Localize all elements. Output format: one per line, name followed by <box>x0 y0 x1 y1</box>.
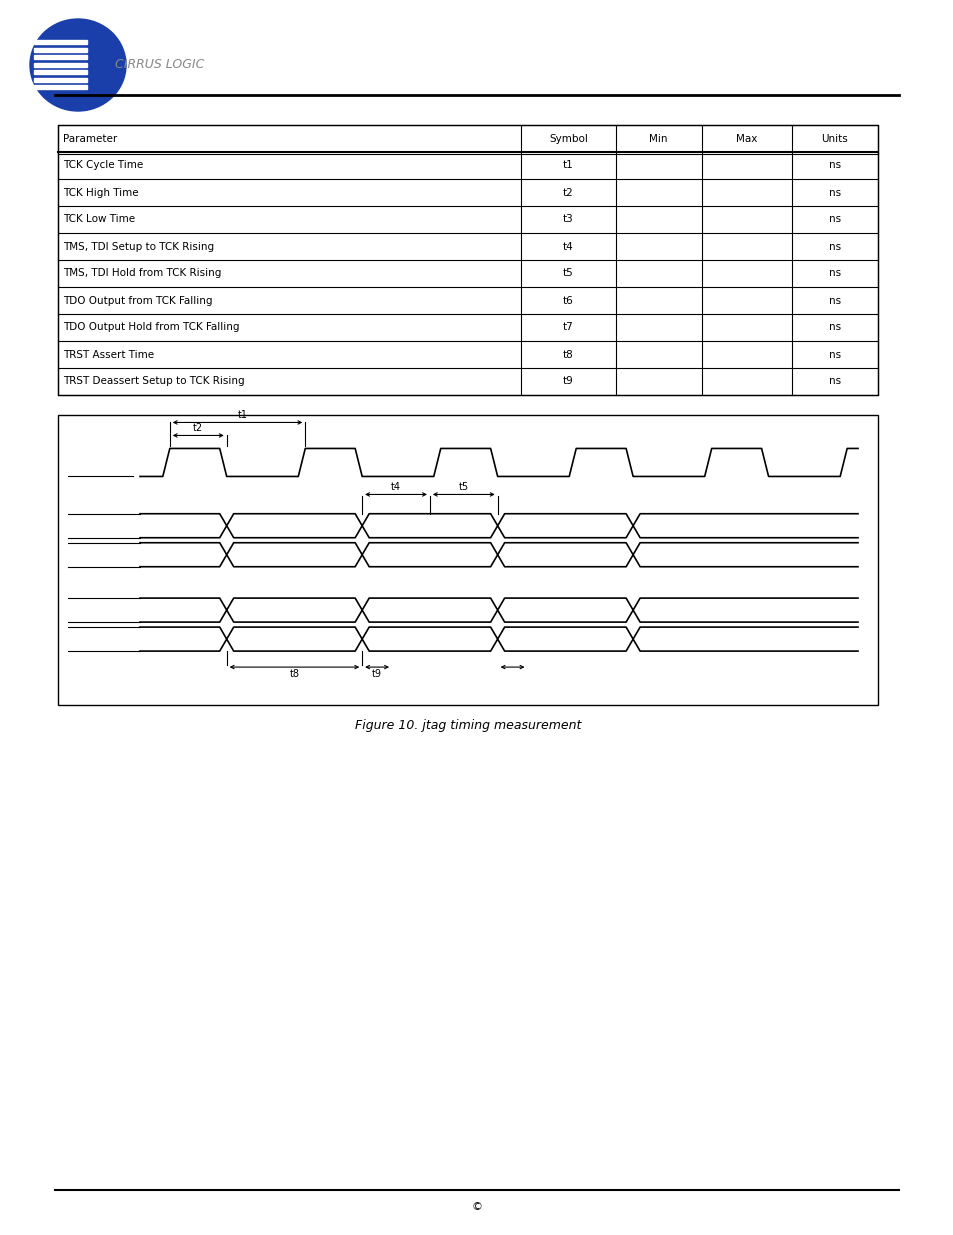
Text: Max: Max <box>736 133 757 143</box>
Text: t5: t5 <box>562 268 573 279</box>
Text: Parameter: Parameter <box>63 133 117 143</box>
Bar <box>34 41 87 44</box>
Text: t8: t8 <box>289 669 299 679</box>
Text: t3: t3 <box>562 215 573 225</box>
Text: Min: Min <box>649 133 667 143</box>
Text: t9: t9 <box>562 377 573 387</box>
Text: TRST Assert Time: TRST Assert Time <box>63 350 154 359</box>
Bar <box>34 70 87 74</box>
Text: ns: ns <box>828 242 841 252</box>
Bar <box>34 78 87 82</box>
Text: t9: t9 <box>372 669 381 679</box>
Text: t7: t7 <box>562 322 573 332</box>
Text: t2: t2 <box>562 188 573 198</box>
Text: ns: ns <box>828 295 841 305</box>
Bar <box>58 415 877 705</box>
Text: Symbol: Symbol <box>548 133 587 143</box>
Text: TDO Output Hold from TCK Falling: TDO Output Hold from TCK Falling <box>63 322 239 332</box>
Text: ns: ns <box>828 322 841 332</box>
Bar <box>58 125 877 395</box>
Text: t1: t1 <box>237 410 247 420</box>
Text: ns: ns <box>828 161 841 170</box>
Text: t5: t5 <box>458 483 468 493</box>
Text: ns: ns <box>828 377 841 387</box>
Text: ns: ns <box>828 350 841 359</box>
Bar <box>34 85 87 89</box>
Text: TMS, TDI Hold from TCK Rising: TMS, TDI Hold from TCK Rising <box>63 268 221 279</box>
Text: ©: © <box>471 1202 482 1212</box>
Text: TRST Deassert Setup to TCK Rising: TRST Deassert Setup to TCK Rising <box>63 377 244 387</box>
Text: TCK High Time: TCK High Time <box>63 188 138 198</box>
Text: TMS, TDI Setup to TCK Rising: TMS, TDI Setup to TCK Rising <box>63 242 213 252</box>
Text: t2: t2 <box>193 424 203 433</box>
Text: t8: t8 <box>562 350 573 359</box>
Text: TCK Low Time: TCK Low Time <box>63 215 135 225</box>
Bar <box>34 63 87 67</box>
Text: t4: t4 <box>562 242 573 252</box>
Ellipse shape <box>30 19 126 111</box>
Text: Figure 10. jtag timing measurement: Figure 10. jtag timing measurement <box>355 719 580 731</box>
Text: CIRRUS LOGIC: CIRRUS LOGIC <box>115 58 204 72</box>
Text: Units: Units <box>821 133 847 143</box>
Bar <box>34 56 87 59</box>
Text: t4: t4 <box>391 483 400 493</box>
Text: t6: t6 <box>562 295 573 305</box>
Text: ns: ns <box>828 215 841 225</box>
Text: ns: ns <box>828 268 841 279</box>
Text: TDO Output from TCK Falling: TDO Output from TCK Falling <box>63 295 213 305</box>
Text: TCK Cycle Time: TCK Cycle Time <box>63 161 143 170</box>
Bar <box>34 48 87 52</box>
Text: t1: t1 <box>562 161 573 170</box>
Text: ns: ns <box>828 188 841 198</box>
